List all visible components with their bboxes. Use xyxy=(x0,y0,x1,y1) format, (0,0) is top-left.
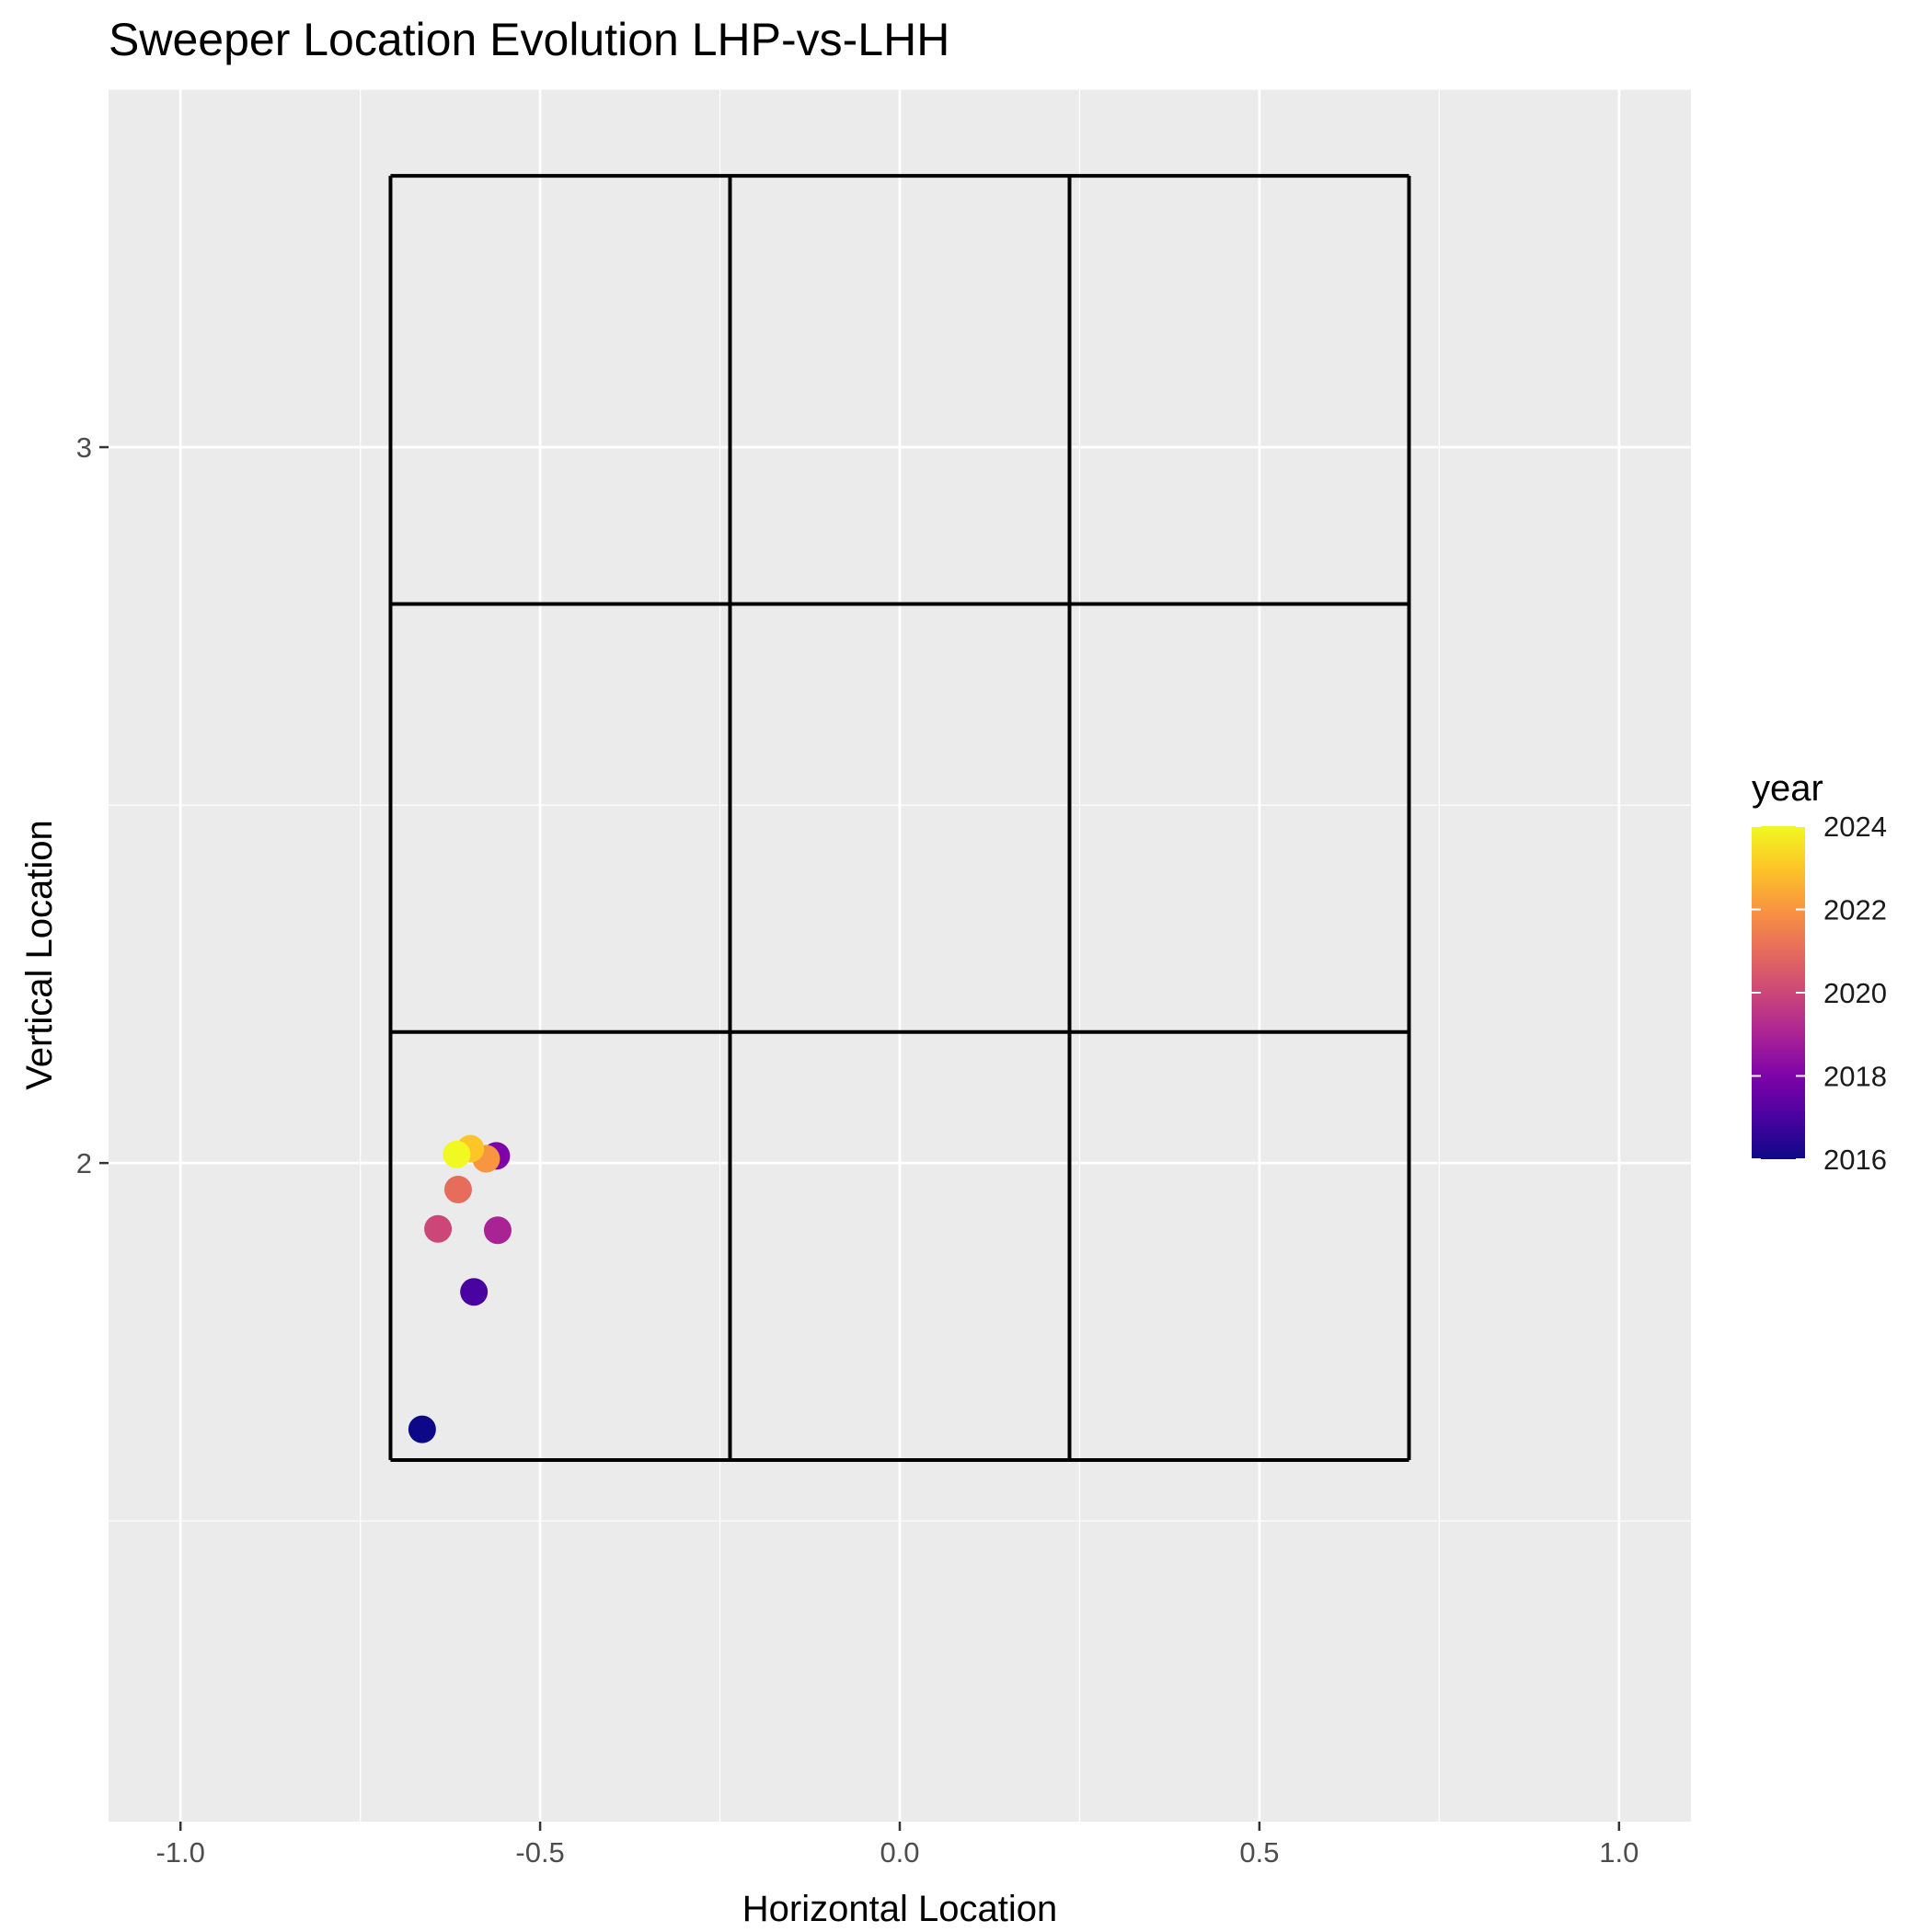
x-axis-title: Horizontal Location xyxy=(742,1889,1057,1929)
point-2017 xyxy=(460,1278,489,1306)
point-2024 xyxy=(443,1140,471,1168)
point-2016 xyxy=(408,1415,436,1443)
y-axis-ticks: 23 xyxy=(76,431,109,1179)
legend-label: 2018 xyxy=(1823,1061,1887,1093)
data-points xyxy=(408,1134,512,1443)
major-gridlines xyxy=(109,89,1691,1822)
point-2021 xyxy=(443,1175,472,1203)
x-tick-label: -1.0 xyxy=(155,1836,204,1869)
legend-label: 2020 xyxy=(1823,977,1887,1009)
strike-zone xyxy=(388,174,1411,1463)
x-tick-label: 0.5 xyxy=(1239,1836,1279,1869)
legend-label: 2024 xyxy=(1823,811,1887,843)
legend-title: year xyxy=(1752,768,1823,809)
y-axis-title: Vertical Location xyxy=(19,820,60,1090)
legend-label: 2016 xyxy=(1823,1144,1887,1176)
point-2020 xyxy=(424,1214,453,1243)
x-tick-label: 0.0 xyxy=(880,1836,919,1869)
chart-title: Sweeper Location Evolution LHP-vs-LHH xyxy=(109,14,949,65)
x-tick-label: -0.5 xyxy=(515,1836,564,1869)
x-tick-label: 1.0 xyxy=(1599,1836,1639,1869)
legend-ticks: 2024 2022 2020 2018 2016 xyxy=(1752,811,1887,1176)
color-legend: year 2024 2022 2020 2018 2016 xyxy=(1752,768,1887,1176)
x-axis-ticks: -1.0 -0.5 0.0 0.5 1.0 xyxy=(155,1822,1639,1869)
point-2019 xyxy=(483,1216,512,1245)
y-tick-label: 3 xyxy=(76,431,92,464)
y-tick-label: 2 xyxy=(76,1147,92,1179)
legend-label: 2022 xyxy=(1823,894,1887,926)
